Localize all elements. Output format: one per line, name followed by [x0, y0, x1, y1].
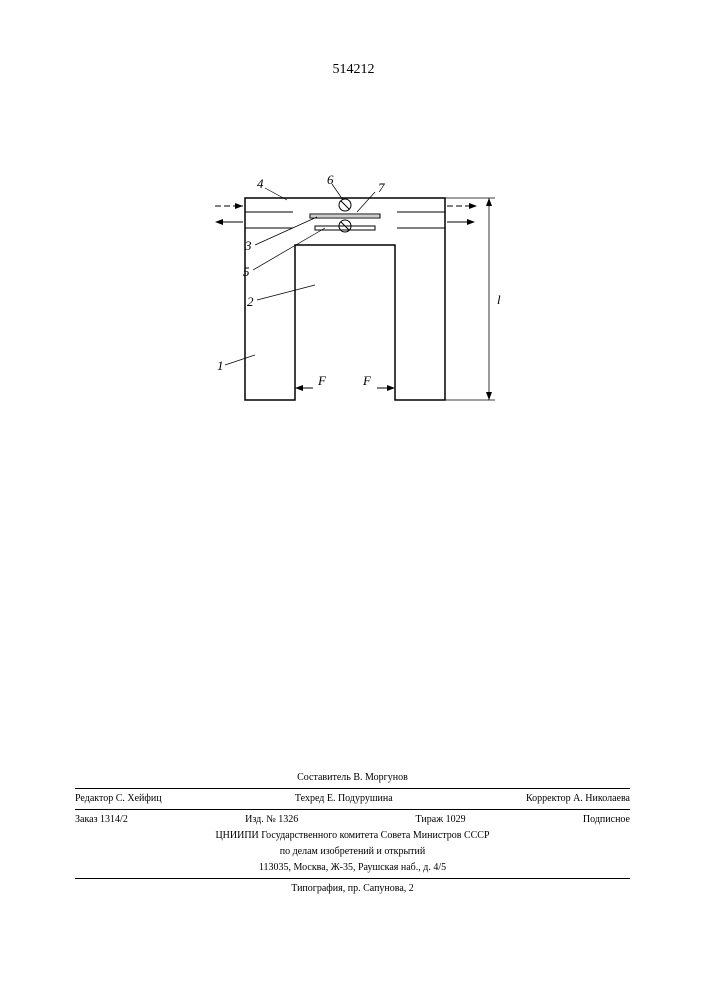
footer-editor: Редактор С. Хейфиц [75, 792, 162, 806]
label-2: 2 [247, 294, 254, 309]
footer-circulation: Тираж 1029 [416, 813, 466, 827]
footer-tech-editor: Техред Е. Подурушина [295, 792, 393, 806]
label-5: 5 [243, 264, 250, 279]
leader-2 [257, 285, 315, 300]
leader-1 [225, 355, 255, 365]
footer-address: 113035, Москва, Ж-35, Раушская наб., д. … [75, 860, 630, 876]
leader-7 [357, 192, 375, 212]
footer-corrector: Корректор А. Николаева [526, 792, 630, 806]
label-1: 1 [217, 358, 224, 373]
diagram-svg: 4 6 7 3 5 2 1 F F l [175, 170, 535, 450]
leader-3 [255, 217, 317, 245]
footer-colophon: Составитель В. Моргунов Редактор С. Хейф… [75, 770, 630, 897]
footer-subscription: Подписное [583, 813, 630, 827]
footer-order: Заказ 1314/2 [75, 813, 128, 827]
footer-typography: Типография, пр. Сапунова, 2 [75, 881, 630, 897]
label-7: 7 [378, 180, 385, 195]
technical-diagram: 4 6 7 3 5 2 1 F F l [175, 170, 535, 450]
label-F-right: F [362, 373, 372, 388]
label-6: 6 [327, 172, 334, 187]
label-l: l [497, 292, 501, 307]
label-3: 3 [244, 238, 252, 253]
leader-5 [253, 228, 325, 270]
footer-compiler: Составитель В. Моргунов [75, 770, 630, 786]
footer-edition: Изд. № 1326 [245, 813, 298, 827]
footer-dept: по делам изобретений и открытий [75, 844, 630, 860]
footer-org: ЦНИИПИ Государственного комитета Совета … [75, 828, 630, 844]
page-number: 514212 [333, 62, 375, 78]
label-4: 4 [257, 176, 264, 191]
label-F-left: F [317, 373, 327, 388]
